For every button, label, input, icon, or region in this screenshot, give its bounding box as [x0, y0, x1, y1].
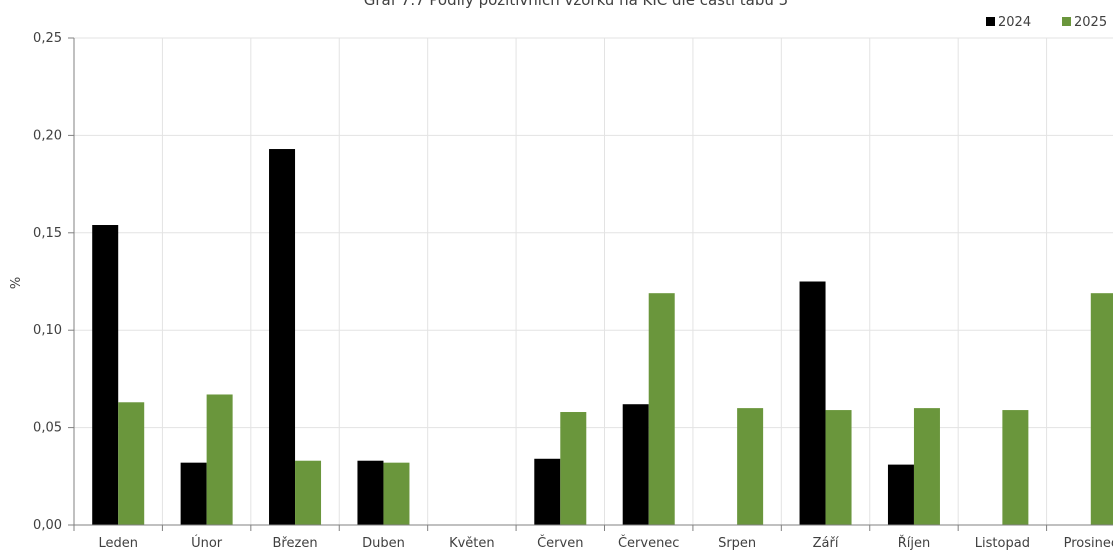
x-tick-label: Červenec — [618, 535, 680, 551]
bar-2025-Březen — [295, 460, 322, 525]
bar-2024-Září — [799, 281, 826, 525]
bar-2025-Leden — [118, 402, 145, 525]
bar-2024-Duben — [357, 460, 384, 525]
x-tick-label: Říjen — [898, 535, 931, 551]
legend-swatch-2024 — [986, 17, 995, 26]
bar-2024-Červenec — [622, 404, 649, 525]
y-tick-label: 0,15 — [33, 226, 62, 241]
bar-2025-Únor — [206, 394, 233, 525]
x-tick-label: Březen — [273, 536, 318, 551]
y-tick-label: 0,25 — [33, 31, 62, 46]
bar-2025-Říjen — [913, 408, 940, 525]
axes — [73, 38, 1113, 526]
y-tick-label: 0,20 — [33, 128, 62, 143]
legend-swatch-2025 — [1062, 17, 1071, 26]
y-axis-label: % — [9, 277, 24, 289]
x-tick-label: Listopad — [975, 536, 1030, 551]
legend: 2024 2025 — [986, 15, 1107, 30]
x-tick-label: Květen — [449, 536, 495, 551]
bar-2024-Únor — [180, 462, 207, 525]
gridlines — [74, 37, 1113, 526]
x-tick-label: Duben — [362, 536, 405, 551]
bar-2025-Červenec — [648, 293, 675, 525]
legend-label-2024: 2024 — [998, 15, 1031, 30]
bar-2024-Říjen — [887, 464, 914, 525]
bar-2025-Září — [825, 410, 852, 525]
x-tick-label: Září — [813, 536, 839, 551]
bars — [92, 149, 1113, 525]
y-tick-label: 0,05 — [33, 421, 62, 436]
bar-2025-Duben — [383, 462, 410, 525]
bar-2025-Prosinec — [1090, 293, 1113, 525]
bar-2025-Červen — [560, 412, 587, 525]
x-tick-label: Srpen — [718, 536, 756, 551]
chart-title: Graf 7.7 Podíly pozitivních vzorků na KI… — [364, 0, 788, 9]
y-tick-label: 0,10 — [33, 323, 62, 338]
y-tick-label: 0,00 — [33, 518, 62, 533]
bar-2025-Listopad — [1002, 410, 1029, 525]
x-tick-label: Prosinec — [1064, 536, 1113, 551]
bar-2025-Srpen — [737, 408, 764, 525]
y-axis-ticks: 0,00 0,05 0,10 0,15 0,20 0,25 — [33, 31, 74, 533]
legend-label-2025: 2025 — [1074, 15, 1107, 30]
x-tick-label: Červen — [537, 535, 583, 551]
bar-2024-Březen — [269, 149, 296, 525]
bar-2024-Leden — [92, 225, 119, 525]
x-tick-label: Leden — [98, 536, 138, 551]
bar-2024-Červen — [534, 458, 561, 525]
x-tick-label: Únor — [191, 535, 223, 551]
x-axis-ticks: Leden Únor Březen Duben Květen Červen Červenec… — [73, 525, 1113, 551]
